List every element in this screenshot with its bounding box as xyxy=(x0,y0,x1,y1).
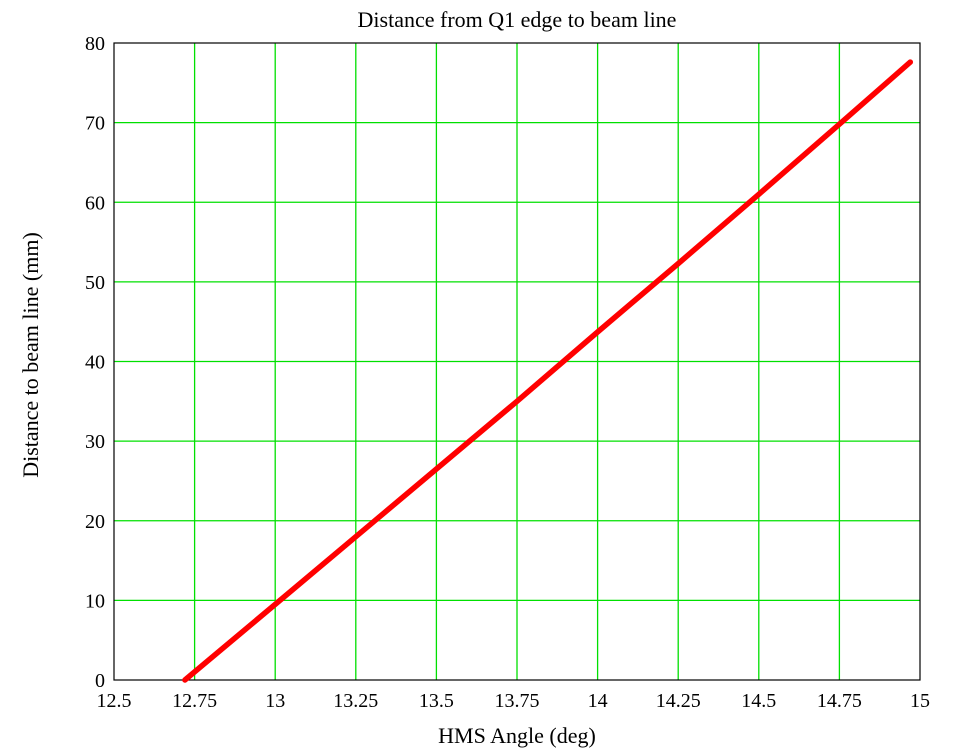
x-tick-label: 15 xyxy=(910,690,930,712)
x-tick-label: 14.75 xyxy=(817,690,862,712)
x-tick-label: 12.75 xyxy=(172,690,217,712)
series-layer xyxy=(182,59,914,683)
x-tick-label: 13.5 xyxy=(419,690,454,712)
y-tick-label: 0 xyxy=(95,670,105,692)
plot-frame xyxy=(113,42,921,681)
x-tick-label: 14 xyxy=(588,690,608,712)
y-tick-label: 30 xyxy=(85,431,105,453)
grid-lines xyxy=(114,43,920,680)
y-tick-label: 10 xyxy=(85,590,105,612)
x-tick-label: 14.25 xyxy=(656,690,701,712)
x-tick-label: 14.5 xyxy=(741,690,776,712)
y-tick-label: 60 xyxy=(85,192,105,214)
x-tick-label: 13 xyxy=(265,690,285,712)
y-tick-label: 50 xyxy=(85,272,105,294)
x-tick-label: 13.25 xyxy=(333,690,378,712)
x-axis-label: HMS Angle (deg) xyxy=(438,723,596,748)
y-tick-labels: 0 10 20 30 40 50 60 70 80 xyxy=(85,33,105,692)
y-tick-label: 80 xyxy=(85,33,105,55)
y-tick-label: 20 xyxy=(85,511,105,533)
chart-title: Distance from Q1 edge to beam line xyxy=(358,7,677,32)
y-tick-label: 40 xyxy=(85,352,105,374)
x-tick-labels: 12.5 12.75 13 13.25 13.5 13.75 14 14.25 14.5 14.7… xyxy=(97,690,931,712)
x-tick-label: 13.75 xyxy=(495,690,540,712)
y-axis-label: Distance to beam line (mm) xyxy=(18,232,43,478)
y-tick-label: 70 xyxy=(85,113,105,135)
series-line xyxy=(182,59,914,683)
x-tick-label: 12.5 xyxy=(97,690,132,712)
